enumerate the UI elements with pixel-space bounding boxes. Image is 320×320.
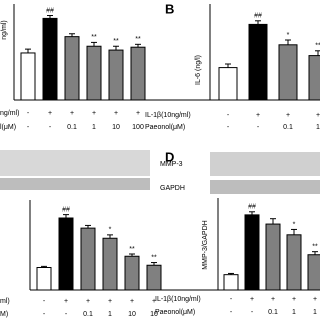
treatment-value: - (251, 309, 254, 316)
significance: ** (129, 246, 135, 253)
bar (108, 49, 124, 101)
treatment-value: 0.1 (83, 311, 93, 318)
row-label: ng/ml) (0, 110, 19, 117)
bar (308, 55, 320, 101)
treatment-value: - (49, 124, 52, 131)
treatment-value: - (27, 124, 30, 131)
row-label: IL-1β(10ng/ml) (145, 112, 191, 119)
treatment-value: + (271, 296, 275, 303)
treatment-value: + (114, 110, 118, 117)
bar (286, 234, 302, 291)
bar (218, 67, 238, 101)
treatment-value: + (286, 112, 290, 119)
bar (223, 274, 239, 291)
bar (244, 214, 260, 291)
bar (124, 255, 140, 291)
bar (86, 45, 102, 101)
significance: ** (91, 34, 97, 41)
significance: ## (46, 7, 54, 14)
treatment-value: 1 (108, 311, 112, 318)
panel-letter: D (165, 149, 174, 164)
treatment-value: + (313, 296, 317, 303)
treatment-value: 0.1 (67, 124, 77, 131)
bar (42, 17, 58, 101)
significance: ** (113, 38, 119, 45)
treatment-value: - (27, 110, 30, 117)
treatment-value: - (65, 311, 68, 318)
significance: ** (315, 43, 320, 50)
treatment-value: + (48, 110, 52, 117)
bar (80, 227, 96, 291)
y-axis-label: MMP-3/GAPDH (202, 220, 209, 269)
row-label: l(μM) (0, 124, 16, 131)
panel-letter: B (165, 1, 174, 16)
bar (58, 217, 74, 291)
bar (265, 223, 281, 291)
treatment-value: + (256, 112, 260, 119)
treatment-value: + (136, 110, 140, 117)
row-label: M) (0, 311, 8, 318)
treatment-value: - (227, 124, 230, 131)
row-label: IL-1β(10ng/ml) (155, 296, 201, 303)
significance: * (287, 32, 290, 39)
row-label: Paeonol(μM) (145, 124, 185, 131)
treatment-value: + (64, 298, 68, 305)
treatment-value: - (227, 112, 230, 119)
treatment-value: 1 (313, 309, 317, 316)
treatment-value: + (86, 298, 90, 305)
bar (20, 52, 36, 101)
blot (0, 178, 150, 190)
treatment-value: + (92, 110, 96, 117)
treatment-value: - (257, 124, 260, 131)
treatment-value: 10 (150, 311, 158, 318)
treatment-value: 1 (316, 124, 320, 131)
significance: ** (312, 244, 318, 251)
treatment-value: 0.1 (268, 309, 278, 316)
significance: ## (248, 204, 256, 211)
treatment-value: - (43, 298, 46, 305)
bar (64, 36, 80, 101)
treatment-value: + (152, 298, 156, 305)
treatment-value: + (70, 110, 74, 117)
significance: ** (135, 36, 141, 43)
treatment-value: 1 (92, 124, 96, 131)
treatment-value: - (230, 309, 233, 316)
bar (102, 237, 118, 291)
treatment-value: 0.1 (283, 124, 293, 131)
blot (210, 152, 320, 176)
bar (307, 254, 320, 291)
blot (0, 150, 150, 176)
significance: * (293, 221, 296, 228)
bar (130, 46, 146, 101)
y-axis-label: IL-6 (ng/l) (195, 55, 202, 85)
treatment-value: 100 (132, 124, 144, 131)
blot-label: MMP-3 (160, 161, 183, 168)
significance: ** (151, 254, 157, 261)
treatment-value: + (130, 298, 134, 305)
bar (278, 44, 298, 101)
treatment-value: 10 (128, 311, 136, 318)
treatment-value: + (108, 298, 112, 305)
row-label: ml) (0, 298, 10, 305)
row-label: Paeonol(μM) (155, 309, 195, 316)
treatment-value: 10 (112, 124, 120, 131)
significance: ## (254, 13, 262, 20)
blot (210, 180, 320, 194)
significance: * (109, 227, 112, 234)
treatment-value: + (316, 112, 320, 119)
significance: ## (62, 206, 70, 213)
bar (248, 23, 268, 101)
bar (36, 267, 52, 291)
treatment-value: - (43, 311, 46, 318)
treatment-value: + (250, 296, 254, 303)
treatment-value: - (230, 296, 233, 303)
treatment-value: 1 (292, 309, 296, 316)
blot-label: GAPDH (160, 185, 185, 192)
y-axis-label: ng/ml) (1, 20, 8, 39)
bar (146, 264, 162, 291)
treatment-value: + (292, 296, 296, 303)
